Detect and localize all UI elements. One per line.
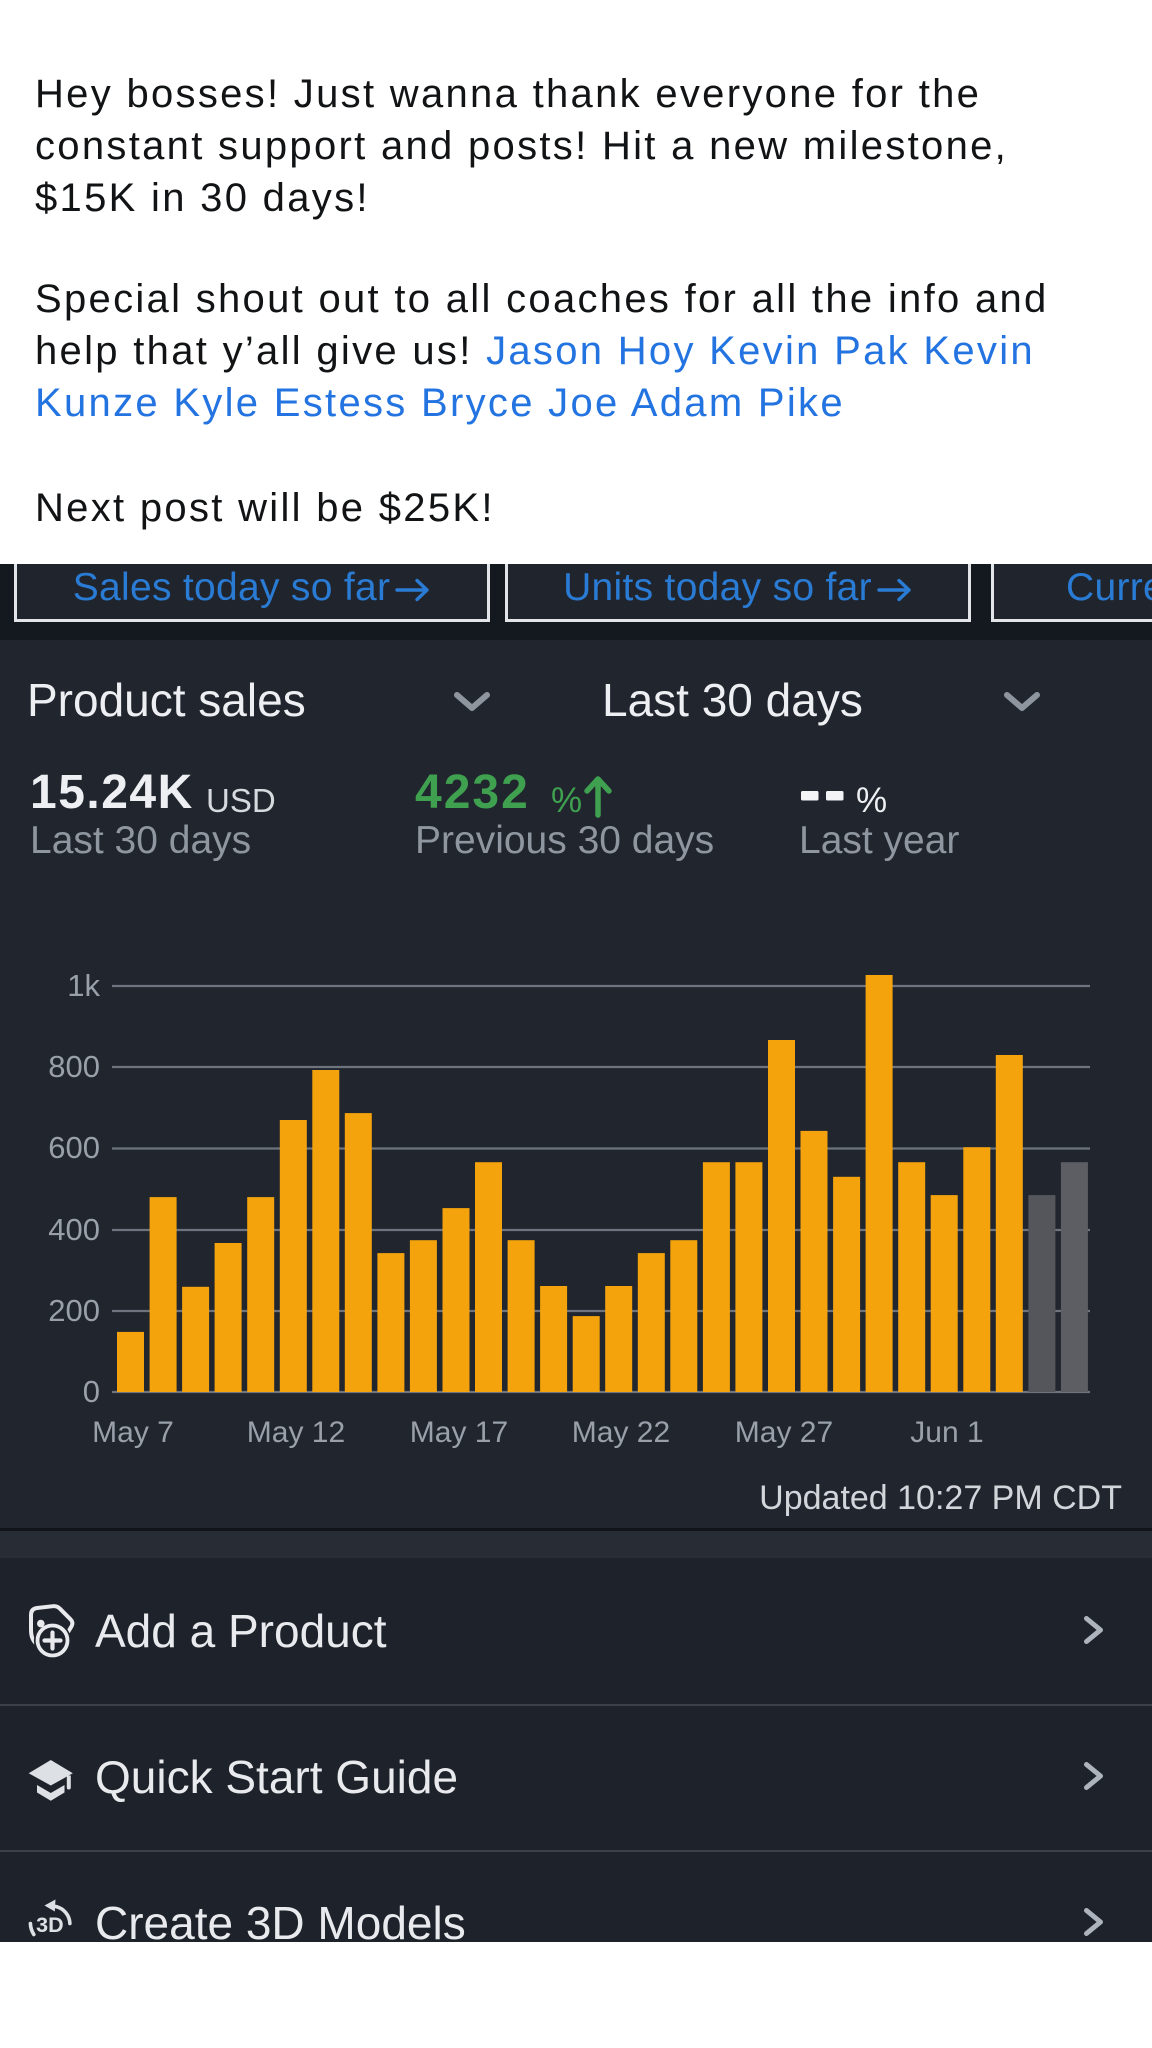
svg-text:400: 400 — [48, 1212, 100, 1247]
svg-text:200: 200 — [48, 1293, 100, 1328]
svg-text:May 22: May 22 — [572, 1416, 670, 1449]
svg-text:May 12: May 12 — [247, 1416, 345, 1449]
svg-text:May 17: May 17 — [410, 1416, 508, 1449]
svg-text:3D: 3D — [36, 1913, 63, 1937]
svg-text:800: 800 — [48, 1049, 100, 1084]
svg-text:0: 0 — [83, 1374, 100, 1409]
svg-text:May 27: May 27 — [735, 1416, 833, 1449]
svg-text:600: 600 — [48, 1130, 100, 1165]
svg-text:May 7: May 7 — [92, 1416, 174, 1449]
svg-text:1k: 1k — [67, 968, 100, 1003]
svg-text:Jun 1: Jun 1 — [910, 1416, 983, 1449]
